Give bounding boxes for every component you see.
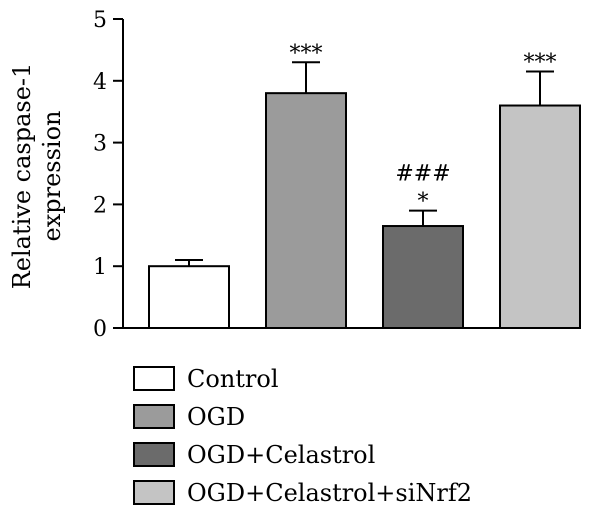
significance-label: *** — [524, 51, 557, 76]
y-tick-label: 3 — [93, 132, 107, 157]
y-tick-label: 5 — [93, 8, 107, 33]
bars: ***###**** — [148, 41, 581, 330]
y-tick-label: 0 — [93, 317, 107, 342]
bar-2 — [382, 225, 464, 329]
y-tick-label: 2 — [93, 193, 107, 218]
legend-swatch-0 — [133, 366, 175, 391]
legend-label-2: OGD+Celastrol — [187, 441, 375, 469]
significance-label: ### — [395, 162, 450, 187]
significance-label: * — [418, 190, 429, 215]
legend-swatch-1 — [133, 404, 175, 429]
significance-label: *** — [290, 41, 323, 66]
y-axis-label-line: Relative caspase-1 — [8, 63, 36, 290]
bar-1 — [265, 92, 347, 329]
y-tick-label: 1 — [93, 255, 107, 280]
y-axis-label: Relative caspase-1 expression — [8, 63, 66, 290]
legend: Control OGD OGD+Celastrol OGD+Celastrol+siN… — [133, 365, 472, 507]
legend-label-0: Control — [187, 365, 279, 393]
legend-swatch-3 — [133, 480, 175, 505]
legend-label-3: OGD+Celastrol+siNrf2 — [187, 479, 472, 507]
legend-swatch-2 — [133, 442, 175, 467]
y-axis-label-line: expression — [38, 111, 66, 242]
legend-label-1: OGD — [187, 403, 245, 431]
y-tick-label: 4 — [93, 70, 107, 95]
bar-3 — [499, 104, 581, 329]
bar-0 — [148, 265, 230, 330]
